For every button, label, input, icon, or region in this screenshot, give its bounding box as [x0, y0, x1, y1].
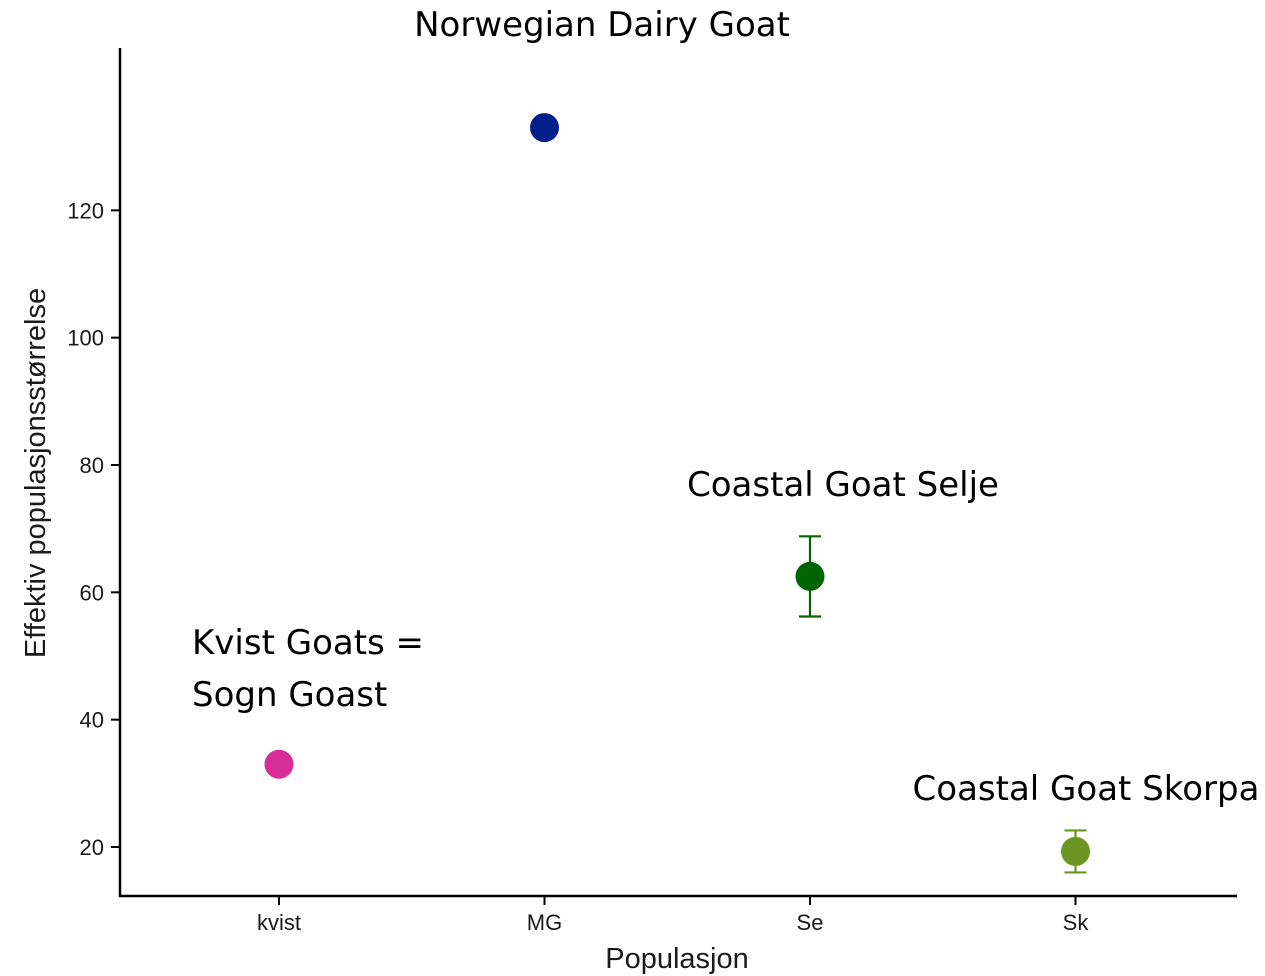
data-point-sk: [1061, 836, 1090, 866]
annotation-line: Coastal Goat Skorpa: [913, 769, 1260, 809]
y-tick-label: 120: [67, 198, 104, 223]
data-points: [264, 113, 1090, 866]
x-ticks: kvist MG Se Sk: [257, 896, 1089, 935]
annotation-line: Norwegian Dairy Goat: [414, 5, 790, 45]
data-point-mg: [530, 113, 559, 143]
x-tick-label: MG: [527, 910, 562, 935]
data-point-se: [795, 561, 825, 591]
annotation-mg: Norwegian Dairy Goat: [414, 5, 790, 45]
y-tick-label: 80: [80, 453, 104, 478]
annotation-se: Coastal Goat Selje: [687, 465, 999, 505]
y-ticks: 20 40 60 80 100 120: [67, 198, 120, 860]
annotation-line: Sogn Goast: [192, 675, 387, 715]
y-tick-label: 40: [80, 708, 104, 733]
x-tick-label: kvist: [257, 910, 301, 935]
x-tick-label: Sk: [1063, 910, 1090, 935]
axes: [118, 48, 1237, 898]
annotation-line: Coastal Goat Selje: [687, 465, 999, 505]
annotations: Kvist Goats = Sogn Goast Norwegian Dairy G…: [192, 5, 1259, 809]
y-tick-label: 100: [67, 326, 104, 351]
y-tick-label: 60: [80, 580, 104, 605]
annotation-line: Kvist Goats =: [192, 623, 424, 663]
x-axis-title: Populasjon: [605, 943, 749, 975]
y-axis-title: Effektiv populasjonsstørrelse: [20, 288, 52, 658]
annotation-kvist: Kvist Goats = Sogn Goast: [192, 623, 424, 715]
annotation-sk: Coastal Goat Skorpa: [913, 769, 1260, 809]
x-tick-label: Se: [797, 910, 824, 935]
data-point-kvist: [264, 749, 294, 779]
error-bars: [799, 535, 1087, 874]
y-tick-label: 20: [80, 835, 104, 860]
